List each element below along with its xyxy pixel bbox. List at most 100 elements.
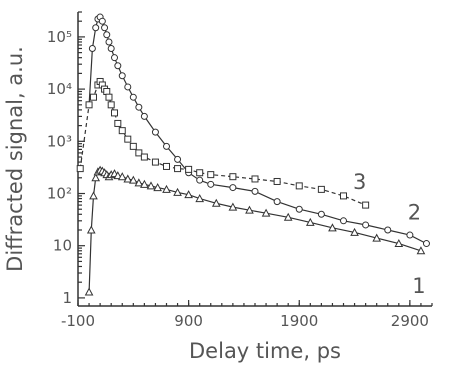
data-point xyxy=(163,142,170,150)
y-tick-label: 1 xyxy=(62,289,72,307)
data-point xyxy=(422,240,430,248)
data-point xyxy=(251,187,259,195)
data-point xyxy=(394,238,404,248)
y-tick-label: 10³ xyxy=(47,132,72,150)
data-point xyxy=(153,183,162,192)
data-point xyxy=(406,231,414,239)
data-point xyxy=(229,173,237,181)
data-point xyxy=(107,101,115,109)
data-point xyxy=(229,184,237,192)
x-tick-label: 1900 xyxy=(280,312,318,330)
data-point xyxy=(89,191,98,200)
data-point xyxy=(211,198,221,207)
series-1 xyxy=(84,165,426,296)
data-point xyxy=(118,72,126,80)
data-point xyxy=(207,180,215,188)
data-point xyxy=(103,87,111,95)
data-point xyxy=(134,178,144,187)
y-tick-label: 10⁵ xyxy=(47,28,72,46)
data-point xyxy=(261,208,271,217)
data-point xyxy=(362,201,370,209)
data-point xyxy=(140,179,149,188)
data-point xyxy=(362,221,370,229)
data-point xyxy=(123,174,133,183)
data-point xyxy=(283,212,293,221)
data-point xyxy=(124,83,132,91)
data-point xyxy=(207,171,215,179)
data-point xyxy=(88,44,96,52)
data-point xyxy=(174,165,182,173)
data-point xyxy=(111,54,119,62)
data-point xyxy=(101,24,109,32)
data-point xyxy=(295,182,303,190)
data-point xyxy=(228,202,238,211)
data-point xyxy=(85,101,93,109)
y-tick-label: 10² xyxy=(47,185,72,203)
series-layer xyxy=(76,13,430,296)
data-point xyxy=(328,223,337,232)
data-point xyxy=(350,227,359,236)
x-tick-label: 900 xyxy=(174,312,203,330)
y-axis-title: Diffracted signal, a.u. xyxy=(3,46,27,272)
data-point xyxy=(129,93,137,101)
data-point xyxy=(129,142,137,150)
data-point xyxy=(146,181,156,190)
data-point xyxy=(128,175,138,184)
data-point xyxy=(105,38,113,46)
data-point xyxy=(273,198,281,206)
data-point xyxy=(84,287,94,296)
data-point xyxy=(117,172,127,181)
data-point xyxy=(103,31,111,39)
series-3 xyxy=(76,77,370,209)
data-point xyxy=(184,190,193,199)
labels-layer: -100 900 1900 2900 1 10 10² 10³ 10⁴ 10⁵ Delay time… xyxy=(3,28,429,363)
data-point xyxy=(124,135,132,143)
x-tick-label: -100 xyxy=(61,312,95,330)
data-point xyxy=(86,225,96,234)
data-point xyxy=(89,93,97,101)
curve-label-1: 1 xyxy=(412,274,425,298)
data-point xyxy=(105,93,113,101)
data-point xyxy=(118,127,126,135)
data-point xyxy=(185,165,193,173)
y-tick-label: 10 xyxy=(53,237,72,255)
x-axis-title: Delay time, ps xyxy=(189,339,341,363)
data-point xyxy=(251,175,259,183)
data-point xyxy=(162,184,171,193)
data-point xyxy=(113,171,123,180)
data-point xyxy=(317,185,325,193)
curve-label-2: 2 xyxy=(408,201,421,225)
data-point xyxy=(107,44,115,52)
data-point xyxy=(340,192,347,200)
data-point xyxy=(273,177,281,185)
data-point xyxy=(196,176,204,184)
series-line xyxy=(88,16,427,245)
data-point xyxy=(140,112,148,120)
data-point xyxy=(245,205,254,214)
data-point xyxy=(151,158,159,166)
data-point xyxy=(416,246,426,255)
data-point xyxy=(295,205,303,213)
data-point xyxy=(195,194,205,203)
data-point xyxy=(140,153,148,161)
data-point xyxy=(135,103,143,111)
data-point xyxy=(340,217,347,225)
data-point xyxy=(317,210,325,218)
data-point xyxy=(111,109,119,117)
data-point xyxy=(92,24,100,32)
series-2 xyxy=(85,13,430,248)
data-point xyxy=(305,217,315,226)
y-tick-label: 10⁴ xyxy=(47,80,72,98)
data-point xyxy=(151,128,159,136)
curve-label-3: 3 xyxy=(353,170,366,194)
data-point xyxy=(196,169,204,177)
data-point xyxy=(173,187,182,196)
axes xyxy=(77,11,433,307)
data-point xyxy=(91,173,101,182)
data-point xyxy=(384,226,392,234)
x-tick-label: 2900 xyxy=(391,312,429,330)
data-point xyxy=(163,162,170,170)
data-point xyxy=(372,233,382,242)
data-point xyxy=(135,149,143,157)
